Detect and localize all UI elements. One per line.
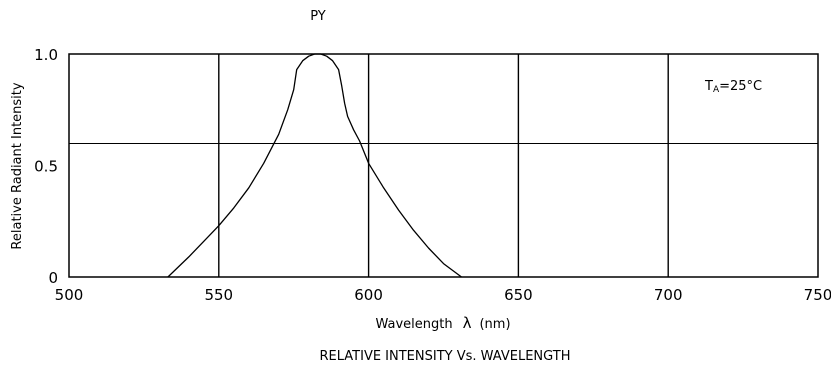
x-tick-label-600: 600: [354, 286, 383, 304]
annotation-base: T: [704, 79, 713, 94]
x-axis-ticks: 500 550 600 650 700 750: [55, 286, 831, 304]
x-axis-label: Wavelength λ (nm): [375, 314, 510, 332]
plot-frame: [68, 53, 819, 278]
x-tick-label-750: 750: [804, 286, 831, 304]
series-layer: [167, 53, 462, 278]
x-tick-label-650: 650: [504, 286, 533, 304]
annotation-rest: =25°C: [719, 79, 762, 94]
chart-title: PY: [310, 9, 326, 24]
y-tick-label-1: 1.0: [34, 46, 58, 64]
grid-lines: [69, 54, 818, 277]
y-tick-label-0: 0: [48, 269, 58, 287]
chart-caption: RELATIVE INTENSITY Vs. WAVELENGTH: [320, 349, 571, 364]
series-line-0: [167, 53, 462, 278]
x-tick-label-550: 550: [204, 286, 233, 304]
x-tick-label-700: 700: [654, 286, 683, 304]
x-axis-label-unit: (nm): [479, 317, 510, 332]
y-axis-ticks: 0 0.5 1.0: [34, 46, 58, 287]
annotation-subscript: A: [713, 85, 720, 95]
y-axis-label: Relative Radiant Intensity: [10, 82, 25, 249]
x-axis-label-symbol: λ: [463, 314, 472, 332]
x-tick-label-500: 500: [55, 286, 84, 304]
x-axis-label-text: Wavelength: [375, 317, 452, 332]
temperature-annotation: TA=25°C: [704, 79, 762, 95]
y-tick-label-0.5: 0.5: [34, 158, 58, 176]
